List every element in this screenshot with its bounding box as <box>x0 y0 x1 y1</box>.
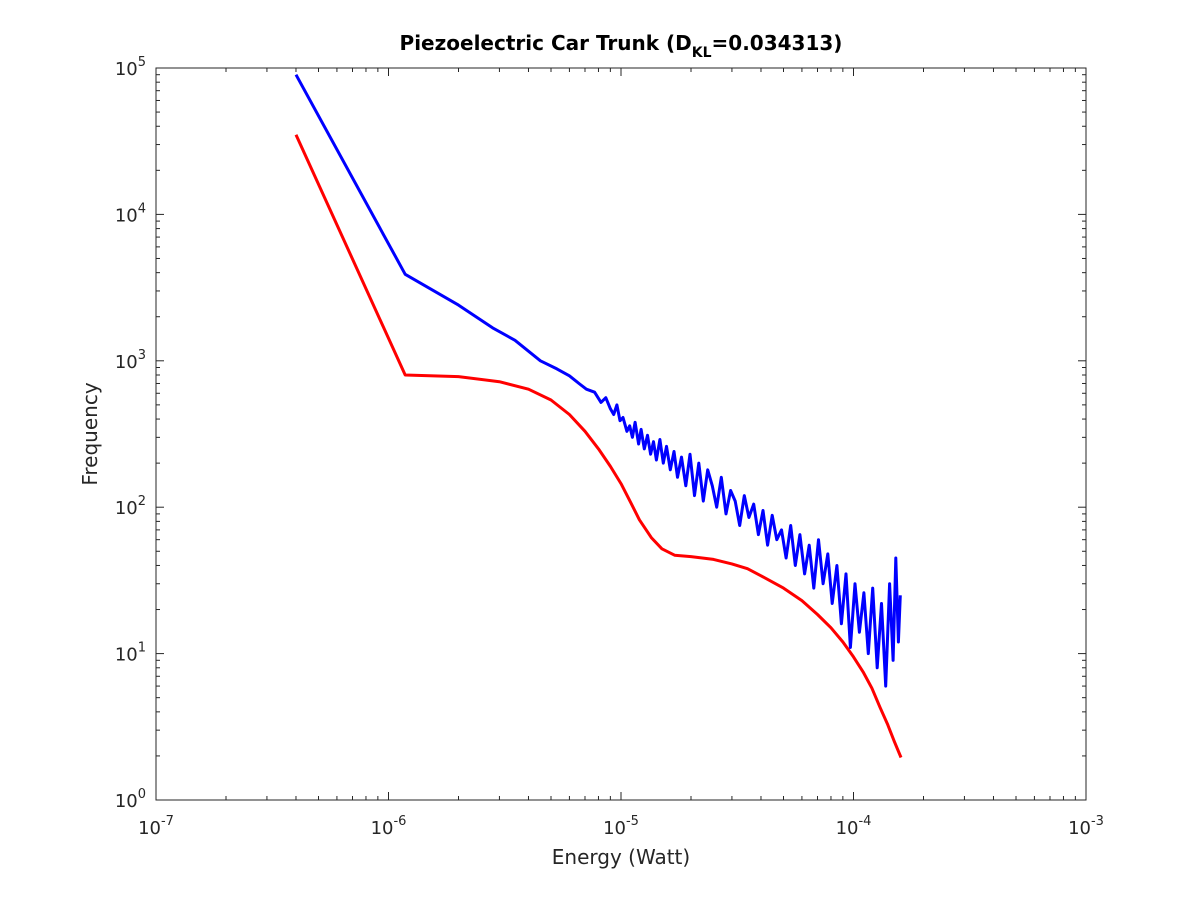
x-tick-label-0: 10-7 <box>138 814 174 839</box>
y-tick-label-0: 100 <box>115 787 146 812</box>
y-tick-label-1-base: 10 <box>115 645 138 666</box>
y-tick-label-3: 103 <box>115 348 146 373</box>
y-tick-label-4: 104 <box>115 201 146 226</box>
series-line-0 <box>294 73 902 688</box>
series-layer <box>294 73 903 759</box>
y-tick-label-1-exponent: 1 <box>138 641 146 656</box>
y-tick-label-2-base: 10 <box>115 498 138 519</box>
y-tick-label-0-base: 10 <box>115 791 138 812</box>
chart-title-suffix: =0.034313) <box>712 31 843 55</box>
x-tick-label-4-exponent: -3 <box>1091 814 1104 829</box>
series-line-1 <box>294 134 903 759</box>
y-tick-label-5-exponent: 5 <box>138 55 146 70</box>
x-tick-label-3-base: 10 <box>836 818 859 839</box>
x-tick-label-4-base: 10 <box>1068 818 1091 839</box>
y-axis-label: Frequency <box>78 382 102 485</box>
x-tick-label-2-exponent: -5 <box>626 814 639 829</box>
plot-frame <box>155 67 1087 801</box>
chart-title: Piezoelectric Car Trunk (DKL=0.034313) <box>400 31 843 61</box>
chart-title-prefix: Piezoelectric Car Trunk (D <box>400 31 692 55</box>
x-tick-label-1-exponent: -6 <box>393 814 406 829</box>
y-tick-label-4-exponent: 4 <box>138 201 146 216</box>
y-tick-label-2: 102 <box>115 494 146 519</box>
plot-area <box>156 68 1086 800</box>
x-tick-label-2: 10-5 <box>603 814 639 839</box>
y-tick-label-0-exponent: 0 <box>138 787 146 802</box>
y-tick-label-2-exponent: 2 <box>138 494 146 509</box>
x-tick-label-2-base: 10 <box>603 818 626 839</box>
y-tick-label-3-exponent: 3 <box>138 348 146 363</box>
x-tick-label-1: 10-6 <box>371 814 407 839</box>
y-tick-label-3-base: 10 <box>115 352 138 373</box>
x-tick-label-0-exponent: -7 <box>161 814 174 829</box>
x-tick-label-1-base: 10 <box>371 818 394 839</box>
chart-title-subscript: KL <box>692 45 712 61</box>
x-tick-label-3-exponent: -4 <box>858 814 871 829</box>
x-axis-label: Energy (Watt) <box>552 845 690 869</box>
x-tick-label-4: 10-3 <box>1068 814 1104 839</box>
y-tick-label-1: 101 <box>115 641 146 666</box>
x-tick-label-0-base: 10 <box>138 818 161 839</box>
y-tick-label-4-base: 10 <box>115 205 138 226</box>
y-tick-label-5-base: 10 <box>115 59 138 80</box>
y-tick-label-5: 105 <box>115 55 146 80</box>
x-tick-label-3: 10-4 <box>836 814 872 839</box>
